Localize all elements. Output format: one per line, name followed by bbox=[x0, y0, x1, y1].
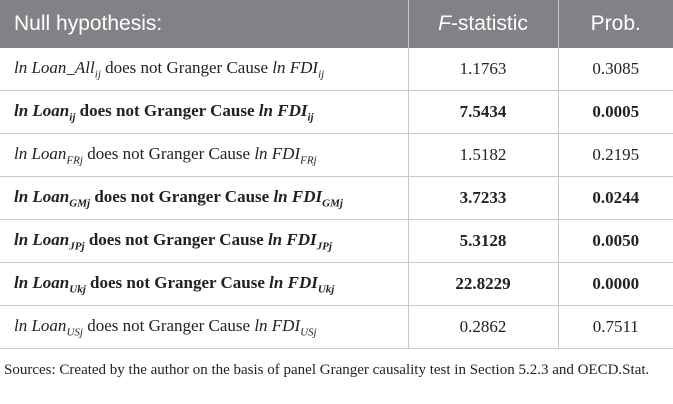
subscript: ij bbox=[69, 111, 76, 124]
header-italic: F bbox=[438, 12, 451, 35]
probability: 0.2195 bbox=[558, 133, 673, 177]
variable: ln Loan bbox=[14, 143, 67, 163]
header-row: Null hypothesis: F-statistic Prob. bbox=[0, 0, 673, 48]
relation: does not Granger Cause bbox=[87, 143, 251, 163]
header-cell: F-statistic bbox=[408, 0, 559, 48]
variable: ln FDI bbox=[258, 100, 308, 120]
f-statistic: 1.1763 bbox=[408, 48, 559, 91]
variable: ln FDI bbox=[254, 143, 301, 163]
variable: ln FDI bbox=[269, 272, 318, 292]
hypothesis-cell: ln Loanij does not Granger Cause ln FDIi… bbox=[0, 90, 409, 134]
probability: 0.0050 bbox=[558, 219, 673, 263]
row: ln LoanGMj does not Granger Cause ln FDI… bbox=[0, 176, 673, 220]
header-cell: Null hypothesis: bbox=[0, 0, 409, 48]
subscript: Ukj bbox=[317, 283, 335, 296]
relation: does not Granger Cause bbox=[87, 315, 251, 335]
row: ln Loanij does not Granger Cause ln FDIi… bbox=[0, 90, 673, 134]
variable: ln FDI bbox=[272, 57, 319, 77]
hypothesis-cell: ln LoanUkj does not Granger Cause ln FDI… bbox=[0, 262, 409, 306]
probability: 0.0244 bbox=[558, 176, 673, 220]
subscript: FRj bbox=[66, 154, 83, 167]
f-statistic: 22.8229 bbox=[408, 262, 559, 306]
variable: ln Loan_All bbox=[14, 57, 95, 77]
f-statistic: 3.7233 bbox=[408, 176, 559, 220]
hypothesis-cell: ln LoanFRj does not Granger Cause ln FDI… bbox=[0, 133, 409, 177]
hypothesis-cell: ln LoanUSj does not Granger Cause ln FDI… bbox=[0, 305, 409, 349]
header-text: Prob. bbox=[590, 12, 641, 35]
subscript: USj bbox=[66, 326, 83, 339]
subscript: Ukj bbox=[69, 283, 86, 296]
subscript: FRj bbox=[300, 154, 317, 167]
row: ln LoanFRj does not Granger Cause ln FDI… bbox=[0, 133, 673, 177]
subscript: GMj bbox=[69, 197, 91, 210]
variable: ln FDI bbox=[273, 186, 323, 206]
row: ln LoanJPj does not Granger Cause ln FDI… bbox=[0, 219, 673, 263]
f-statistic: 0.2862 bbox=[408, 305, 559, 349]
subscript: ij bbox=[318, 68, 325, 81]
variable: ln Loan bbox=[14, 229, 70, 249]
variable: ln FDI bbox=[254, 315, 301, 335]
header-text: -statistic bbox=[450, 12, 528, 35]
variable: ln Loan bbox=[14, 186, 70, 206]
f-statistic: 7.5434 bbox=[408, 90, 559, 134]
hypothesis-cell: ln LoanGMj does not Granger Cause ln FDI… bbox=[0, 176, 409, 220]
subscript: ij bbox=[307, 111, 314, 124]
probability: 0.7511 bbox=[558, 305, 673, 349]
relation: does not Granger Cause bbox=[105, 57, 269, 77]
hypothesis-cell: ln Loan_Allij does not Granger Cause ln … bbox=[0, 48, 409, 91]
probability: 0.3085 bbox=[558, 48, 673, 91]
relation: does not Granger Cause bbox=[94, 186, 270, 206]
f-statistic: 5.3128 bbox=[408, 219, 559, 263]
relation: does not Granger Cause bbox=[79, 100, 255, 120]
probability: 0.0000 bbox=[558, 262, 673, 306]
probability: 0.0005 bbox=[558, 90, 673, 134]
subscript: ij bbox=[94, 68, 101, 81]
source-note: Sources: Created by the author on the ba… bbox=[4, 362, 650, 378]
row: ln LoanUSj does not Granger Cause ln FDI… bbox=[0, 305, 673, 349]
relation: does not Granger Cause bbox=[90, 272, 265, 292]
header-text: Null hypothesis: bbox=[14, 12, 163, 35]
subscript: JPj bbox=[69, 240, 85, 253]
row: ln LoanUkj does not Granger Cause ln FDI… bbox=[0, 262, 673, 306]
table-header: Null hypothesis: F-statistic Prob. bbox=[0, 0, 673, 48]
subscript: JPj bbox=[316, 240, 332, 253]
relation: does not Granger Cause bbox=[88, 229, 264, 249]
f-statistic: 1.5182 bbox=[408, 133, 559, 177]
table-body: ln Loan_Allij does not Granger Cause ln … bbox=[0, 48, 673, 349]
variable: ln Loan bbox=[14, 272, 70, 292]
variable: ln Loan bbox=[14, 315, 67, 335]
row: ln Loan_Allij does not Granger Cause ln … bbox=[0, 48, 673, 91]
header-cell: Prob. bbox=[558, 0, 673, 48]
variable: ln FDI bbox=[267, 229, 317, 249]
subscript: GMj bbox=[322, 197, 343, 210]
variable: ln Loan bbox=[14, 100, 70, 120]
subscript: USj bbox=[300, 326, 317, 339]
hypothesis-cell: ln LoanJPj does not Granger Cause ln FDI… bbox=[0, 219, 409, 263]
results-table: Null hypothesis: F-statistic Prob. ln Lo… bbox=[0, 0, 673, 349]
